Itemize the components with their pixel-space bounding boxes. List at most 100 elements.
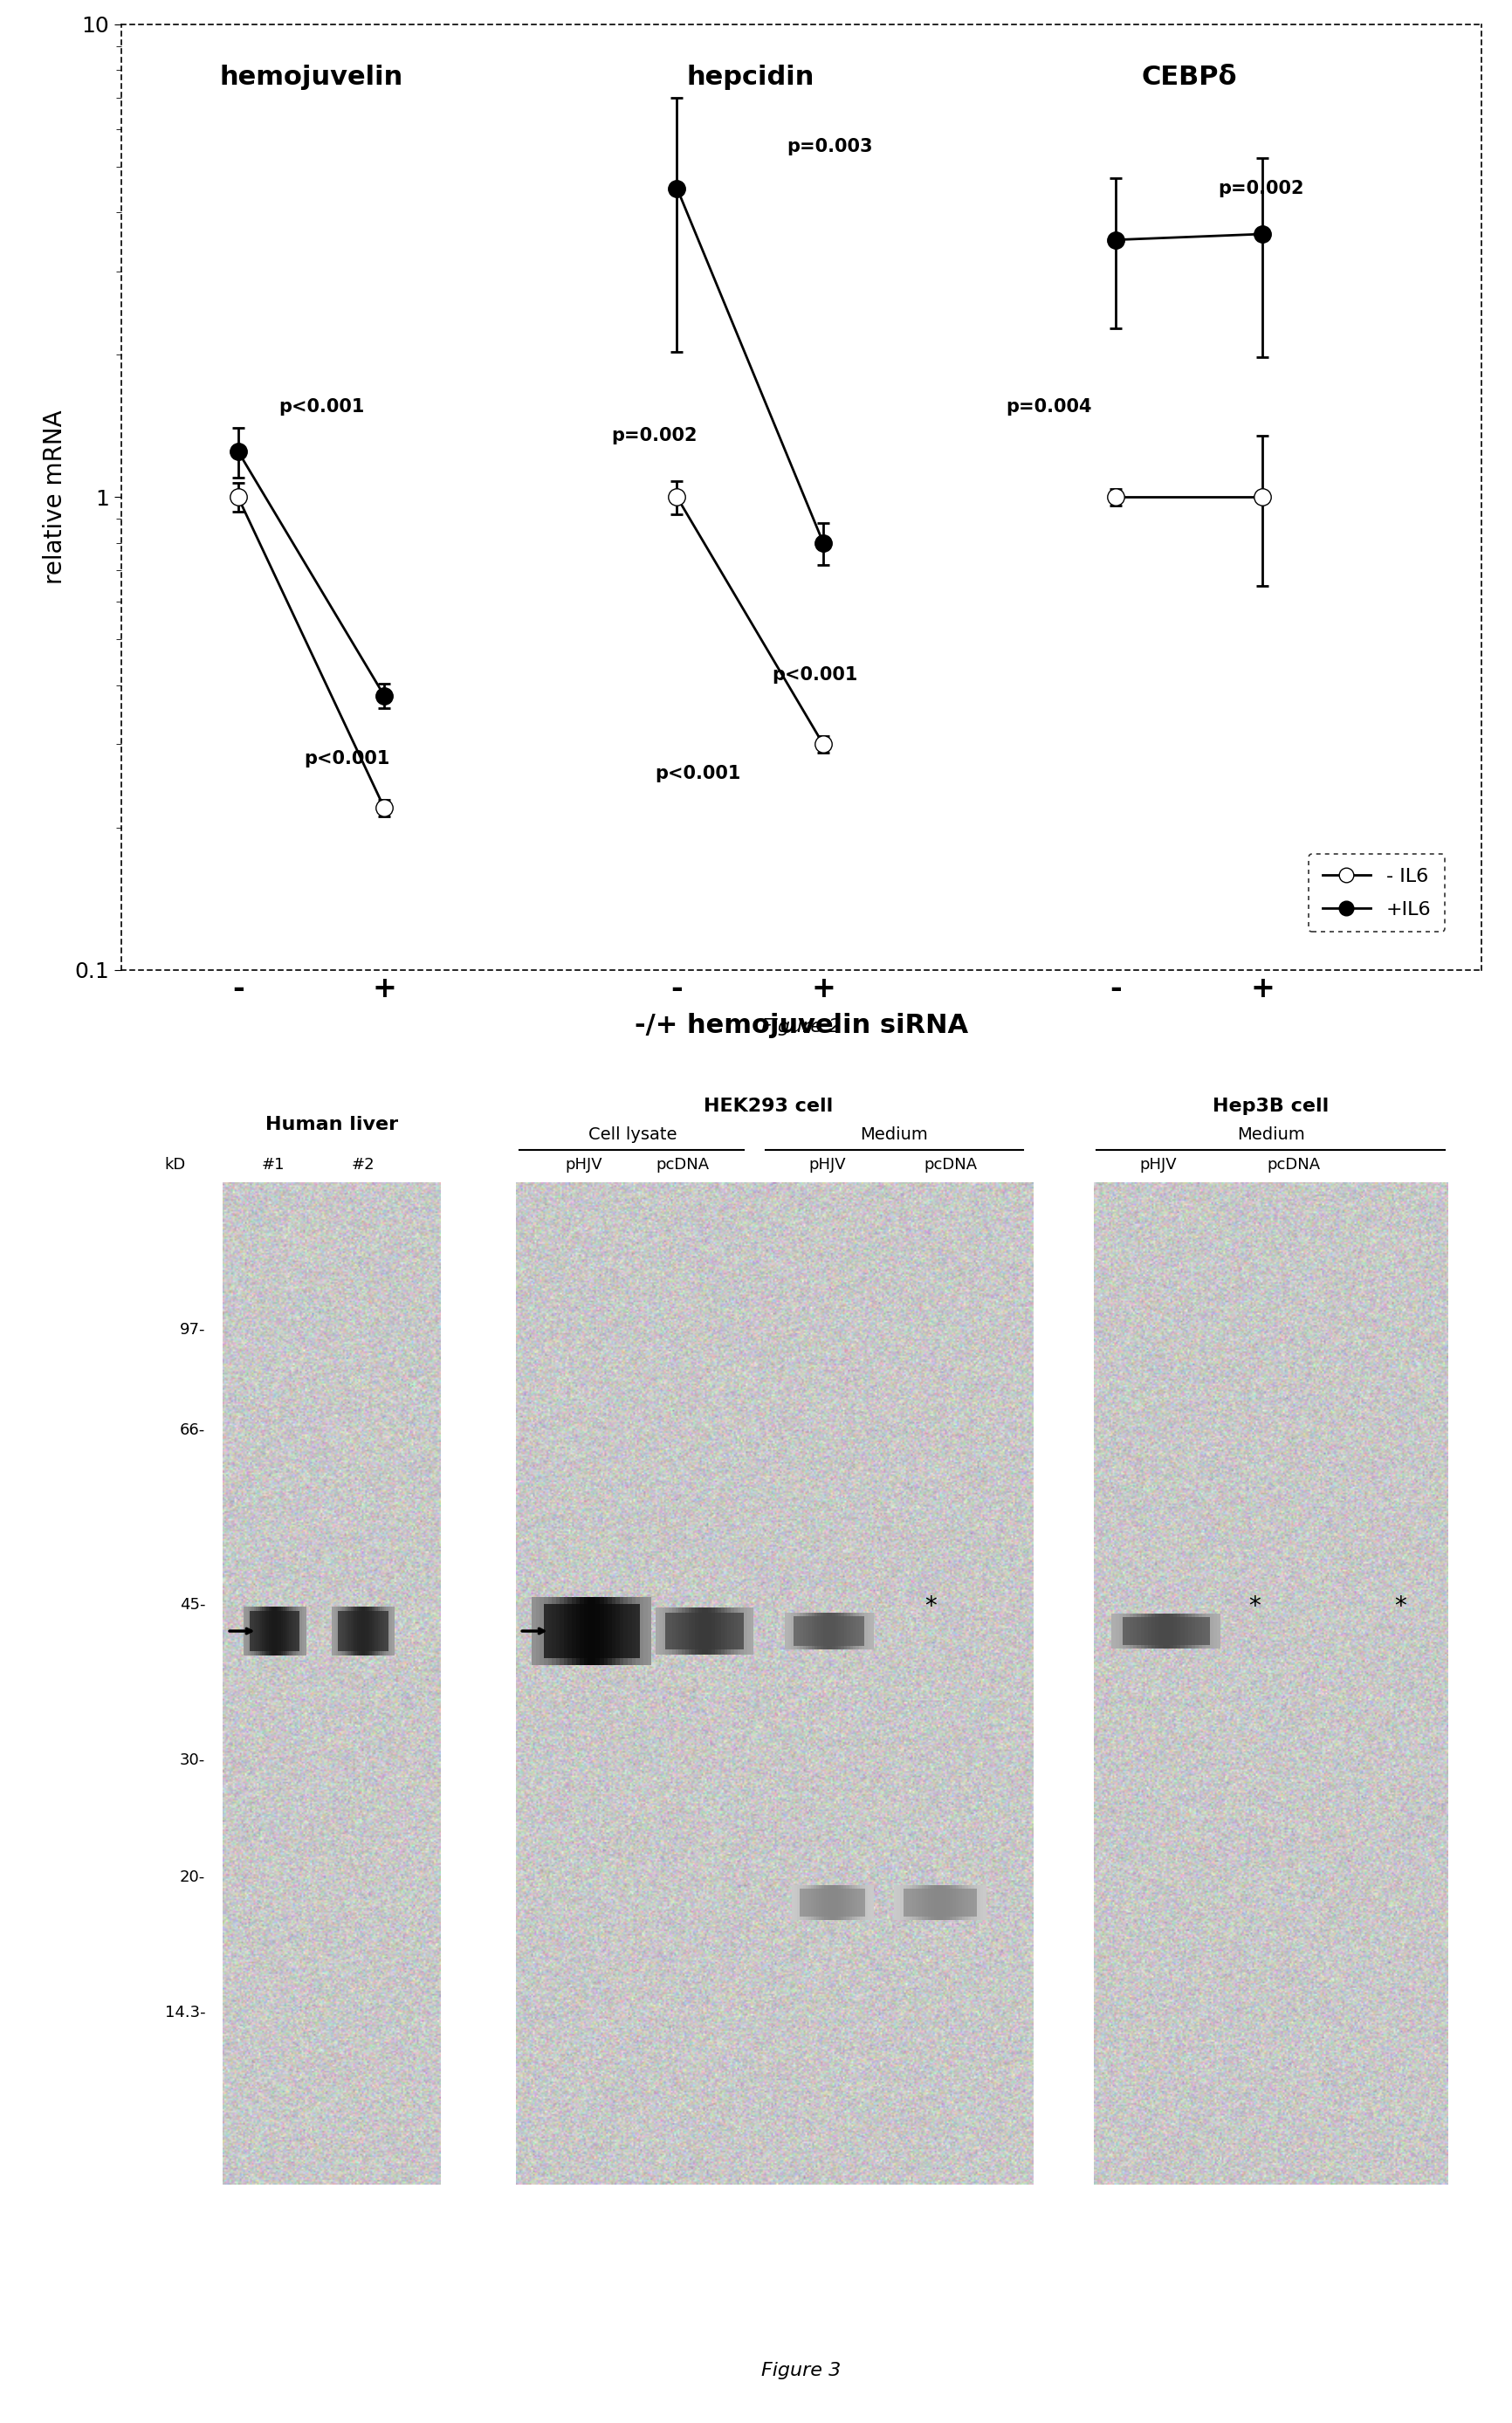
Bar bbox=[256, 1606, 259, 1655]
Text: hepcidin: hepcidin bbox=[686, 65, 813, 90]
Bar bbox=[800, 1890, 865, 1917]
Bar bbox=[296, 1606, 298, 1655]
Bar bbox=[1116, 1614, 1119, 1648]
Bar bbox=[735, 1609, 738, 1655]
Bar bbox=[596, 1597, 600, 1665]
Text: pcDNA: pcDNA bbox=[656, 1156, 709, 1173]
Bar bbox=[259, 1606, 260, 1655]
Bar bbox=[600, 1597, 603, 1665]
Bar bbox=[688, 1609, 691, 1655]
Bar bbox=[699, 1609, 702, 1655]
Bar bbox=[671, 1609, 676, 1655]
Bar bbox=[730, 1609, 735, 1655]
Bar bbox=[1199, 1614, 1202, 1648]
Bar bbox=[532, 1597, 535, 1665]
Bar bbox=[931, 1885, 934, 1919]
Text: 45-: 45- bbox=[180, 1597, 206, 1614]
Bar bbox=[711, 1609, 715, 1655]
Bar bbox=[925, 1885, 928, 1919]
Text: Human liver: Human liver bbox=[266, 1115, 398, 1134]
Text: 66-: 66- bbox=[180, 1422, 206, 1439]
Bar bbox=[1176, 1614, 1181, 1648]
Bar bbox=[351, 1606, 352, 1655]
Bar bbox=[665, 1611, 744, 1650]
Bar bbox=[919, 1885, 922, 1919]
Bar bbox=[1122, 1616, 1210, 1645]
Text: p<0.001: p<0.001 bbox=[304, 749, 390, 768]
Bar bbox=[576, 1597, 579, 1665]
Bar bbox=[812, 1614, 815, 1650]
Bar bbox=[682, 1609, 685, 1655]
Bar bbox=[331, 1606, 334, 1655]
Bar bbox=[1163, 1614, 1166, 1648]
Bar bbox=[718, 1609, 721, 1655]
Bar bbox=[841, 1885, 844, 1919]
Bar bbox=[833, 1885, 835, 1919]
Bar bbox=[862, 1885, 865, 1919]
Text: Medium: Medium bbox=[860, 1127, 928, 1144]
Bar bbox=[871, 1614, 874, 1650]
Bar bbox=[369, 1606, 372, 1655]
Bar bbox=[794, 1616, 865, 1645]
Bar bbox=[535, 1597, 540, 1665]
Text: pHJV: pHJV bbox=[1139, 1156, 1176, 1173]
Bar bbox=[1188, 1614, 1191, 1648]
Bar bbox=[380, 1606, 383, 1655]
Bar bbox=[856, 1614, 859, 1650]
Bar bbox=[349, 1606, 351, 1655]
Bar bbox=[603, 1597, 608, 1665]
Bar bbox=[806, 1614, 809, 1650]
Bar bbox=[1145, 1614, 1148, 1648]
Bar bbox=[544, 1604, 640, 1657]
Bar bbox=[900, 1885, 903, 1919]
Bar bbox=[358, 1606, 361, 1655]
Bar bbox=[342, 1606, 345, 1655]
Bar bbox=[685, 1609, 688, 1655]
Bar bbox=[832, 1614, 835, 1650]
Bar bbox=[821, 1614, 824, 1650]
Text: Medium: Medium bbox=[1237, 1127, 1305, 1144]
Bar bbox=[792, 1885, 795, 1919]
Text: p=0.004: p=0.004 bbox=[1005, 397, 1092, 417]
Bar bbox=[829, 1614, 832, 1650]
Bar bbox=[1134, 1614, 1137, 1648]
Bar bbox=[830, 1885, 833, 1919]
Text: 14.3-: 14.3- bbox=[165, 2004, 206, 2021]
Bar bbox=[965, 1885, 968, 1919]
Bar bbox=[591, 1597, 596, 1665]
Bar bbox=[947, 1885, 950, 1919]
Bar bbox=[266, 1606, 269, 1655]
Bar bbox=[818, 1614, 821, 1650]
Bar bbox=[824, 1885, 827, 1919]
Bar bbox=[627, 1597, 632, 1665]
Bar bbox=[249, 1606, 253, 1655]
Bar bbox=[724, 1609, 727, 1655]
Bar bbox=[262, 1606, 265, 1655]
Bar bbox=[835, 1614, 838, 1650]
Bar bbox=[572, 1597, 576, 1665]
Bar bbox=[696, 1609, 699, 1655]
Bar bbox=[544, 1597, 547, 1665]
Bar bbox=[334, 1606, 336, 1655]
Bar bbox=[738, 1609, 741, 1655]
Text: hemojuvelin: hemojuvelin bbox=[219, 65, 404, 90]
Text: Figure 3: Figure 3 bbox=[762, 2362, 841, 2379]
Bar bbox=[894, 1885, 897, 1919]
Bar bbox=[656, 1609, 659, 1655]
Bar bbox=[940, 1885, 943, 1919]
Bar bbox=[260, 1606, 262, 1655]
Text: p<0.001: p<0.001 bbox=[773, 666, 857, 683]
Bar bbox=[340, 1606, 342, 1655]
Bar bbox=[838, 1885, 841, 1919]
Bar bbox=[1111, 1614, 1116, 1648]
Bar bbox=[702, 1609, 705, 1655]
Bar bbox=[361, 1606, 363, 1655]
Bar bbox=[1166, 1614, 1170, 1648]
Bar bbox=[1184, 1614, 1188, 1648]
Bar bbox=[286, 1606, 287, 1655]
Bar bbox=[847, 1614, 850, 1650]
Bar bbox=[937, 1885, 940, 1919]
Bar bbox=[1155, 1614, 1158, 1648]
Bar bbox=[835, 1885, 838, 1919]
Text: *: * bbox=[1249, 1594, 1261, 1619]
